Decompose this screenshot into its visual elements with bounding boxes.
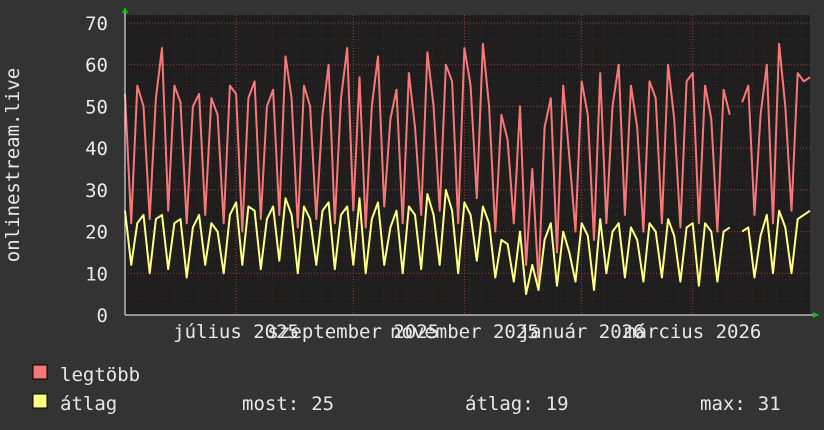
stat-label: most: bbox=[242, 393, 299, 415]
y-tick-label: 30 bbox=[85, 180, 108, 202]
stat: most: 25 bbox=[242, 393, 334, 415]
stat-value: 19 bbox=[546, 393, 569, 415]
stat-value: 25 bbox=[311, 393, 334, 415]
axis-arrow bbox=[813, 312, 819, 318]
legend-label: legtöbb bbox=[60, 364, 140, 386]
x-tick-label: január 2026 bbox=[519, 321, 645, 343]
x-tick-label: szeptember 2025 bbox=[268, 321, 440, 343]
x-tick-label: március 2026 bbox=[624, 321, 761, 343]
y-tick-label: 40 bbox=[85, 138, 108, 160]
y-tick-label: 60 bbox=[85, 55, 108, 77]
y-tick-label: 0 bbox=[97, 305, 108, 327]
y-tick-label: 50 bbox=[85, 96, 108, 118]
stat-label: max: bbox=[700, 393, 746, 415]
series-line bbox=[124, 42, 811, 283]
stat: max: 31 bbox=[700, 393, 781, 415]
y-tick-label: 10 bbox=[85, 263, 108, 285]
legend-swatch bbox=[32, 393, 48, 409]
y-tick-label: 70 bbox=[85, 13, 108, 35]
axis-arrow bbox=[122, 7, 128, 13]
stat-value: 31 bbox=[758, 393, 781, 415]
legend: legtöbb átlag most: 25 átlag: 19 max: 31 bbox=[32, 364, 781, 415]
legend-label: átlag bbox=[60, 393, 117, 415]
y-tick-label: 20 bbox=[85, 222, 108, 244]
x-tick-label: november 2025 bbox=[390, 321, 539, 343]
x-tick-label: július 2025 bbox=[173, 321, 299, 343]
stat: átlag: 19 bbox=[465, 393, 569, 415]
legend-swatch bbox=[32, 364, 48, 380]
series-line bbox=[124, 188, 811, 296]
y-axis-label: onlinestream.live bbox=[2, 68, 24, 262]
stat-label: átlag: bbox=[465, 393, 534, 415]
plot bbox=[124, 42, 811, 296]
